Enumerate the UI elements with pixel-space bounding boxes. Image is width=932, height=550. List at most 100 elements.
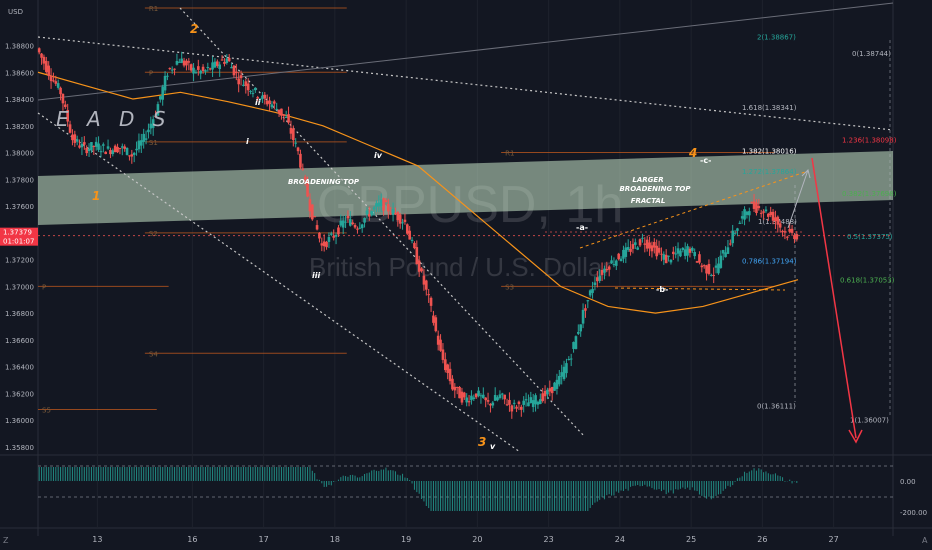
candle-body [332, 235, 335, 238]
candle-body [586, 300, 590, 302]
candle-body [251, 93, 255, 95]
candle-body [669, 259, 673, 263]
candle-body [631, 244, 635, 249]
pivot-level-label: S2 [149, 230, 158, 238]
candle-body [764, 209, 768, 212]
candle-body [75, 139, 79, 142]
fib-level-label: 1.272(1.37864) [742, 168, 797, 176]
candle-body [151, 119, 155, 128]
candle-body [432, 315, 435, 323]
candle-body [306, 183, 309, 197]
candle-body [322, 241, 326, 247]
candle-body [439, 339, 442, 351]
candle-body [90, 142, 93, 150]
candle-body [517, 401, 521, 405]
candle-body [130, 154, 134, 157]
candle-body [327, 237, 331, 242]
candle-body [311, 204, 314, 220]
candle-body [232, 65, 236, 76]
candle-body [705, 265, 708, 274]
candle-body [318, 232, 321, 239]
candle-body [501, 393, 504, 395]
candle-body [562, 366, 566, 380]
candle-body [265, 100, 269, 105]
candle-body [655, 245, 658, 257]
candle-body [282, 114, 286, 116]
zoom-reset-button[interactable]: Z [3, 536, 9, 545]
candle-body [201, 66, 205, 72]
candle-body [793, 235, 796, 240]
candle-body [441, 349, 445, 360]
current-price-badge [0, 227, 38, 246]
candle-body [147, 129, 150, 133]
candle-body [375, 203, 378, 207]
price-tick-label: 1.36800 [5, 310, 34, 318]
price-tick-label: 1.37800 [5, 176, 34, 184]
candle-body [762, 211, 765, 213]
projection-down-arrow [811, 157, 857, 439]
candle-body [339, 220, 343, 226]
candle-body [714, 265, 718, 268]
auto-scale-button[interactable]: A [922, 536, 928, 545]
candle-body [769, 211, 772, 216]
candle-body [484, 397, 487, 401]
candle-body [301, 168, 305, 170]
candle-body [320, 243, 324, 246]
candle-body [368, 214, 371, 217]
candle-body [555, 379, 559, 389]
candle-body [740, 216, 744, 219]
candle-body [736, 228, 739, 231]
candle-body [403, 219, 407, 222]
candle-body [593, 282, 597, 285]
chart-annotation: 4 [688, 146, 697, 160]
candle-body [729, 243, 732, 245]
candle-body [372, 207, 376, 210]
candle-body [612, 264, 616, 266]
candle-body [472, 397, 476, 399]
candle-body [638, 239, 642, 246]
candle-body [788, 229, 791, 232]
candle-body [296, 147, 300, 152]
candle-body [406, 224, 409, 234]
candle-body [560, 372, 563, 377]
candle-body [178, 61, 181, 63]
candle-body [87, 148, 91, 152]
chart-annotation: -c- [700, 156, 711, 165]
candle-body [102, 144, 105, 146]
candle-body [206, 66, 210, 68]
oscillator-tick-label: 0.00 [900, 478, 916, 486]
candle-body [496, 397, 499, 401]
chart-annotation: v [490, 442, 496, 451]
candle-body [220, 59, 224, 61]
candle-body [106, 146, 110, 149]
candle-body [113, 145, 117, 153]
chart-subtitle-watermark: British Pound / U.S. Dollar [309, 252, 611, 282]
price-tick-label: 1.38800 [5, 43, 34, 51]
candle-body [346, 215, 350, 219]
candle-body [182, 60, 186, 66]
candle-body [225, 58, 229, 63]
candle-body [125, 147, 129, 155]
price-tick-label: 1.38400 [5, 96, 34, 104]
candle-body [745, 211, 749, 215]
candle-body [223, 61, 226, 64]
candle-body [505, 404, 509, 406]
candle-body [529, 397, 533, 403]
fib-level-label: 0.382(1.37698) [842, 190, 897, 198]
candle-body [778, 223, 782, 228]
candle-body [774, 217, 777, 222]
candle-body [73, 134, 77, 143]
candle-body [135, 148, 138, 151]
price-tick-label: 1.35800 [5, 444, 34, 452]
candle-body [144, 138, 148, 140]
candle-body [66, 109, 69, 122]
candle-body [192, 67, 195, 74]
candle-body [289, 127, 293, 134]
candle-body [531, 400, 535, 408]
candle-body [458, 387, 461, 399]
current-price-value: 1.37379 [3, 229, 32, 237]
candle-body [660, 253, 663, 255]
time-tick-label: 27 [829, 535, 839, 544]
candle-body [61, 93, 65, 104]
